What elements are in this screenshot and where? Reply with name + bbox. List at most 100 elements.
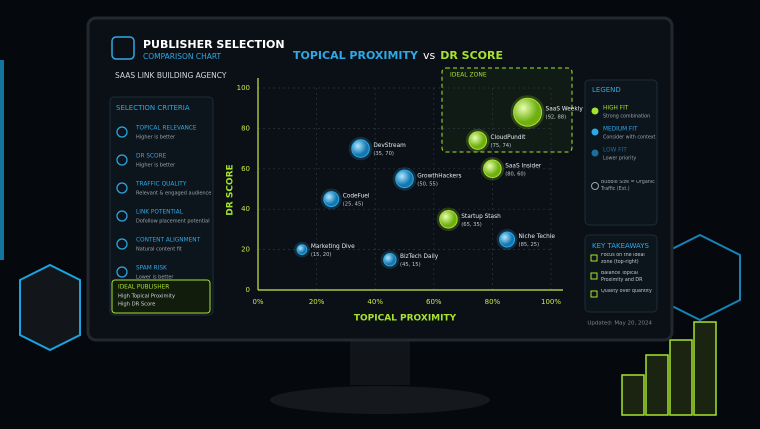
bubble (351, 139, 370, 158)
bubble (499, 231, 516, 248)
legend-note: Strong combination (603, 114, 650, 120)
ideal-title: IDEAL PUBLISHER (118, 285, 169, 291)
criteria-note: Lower is better (136, 275, 174, 281)
takeaways-panel (584, 234, 658, 313)
x-tick-label: 0% (252, 298, 263, 306)
takeaway: Quality over quantity (601, 289, 652, 294)
x-tick-label: 100% (541, 298, 561, 306)
criteria-item: SPAM RISK (136, 266, 167, 272)
chain-hex (19, 263, 81, 352)
bubble (513, 97, 543, 127)
point-name: SaaS Weekly (546, 107, 584, 113)
ideal-zone-label: IDEAL ZONE (450, 72, 487, 79)
point-name: CodeFuel (343, 194, 370, 200)
criteria-icon (116, 126, 128, 138)
bubble (323, 191, 340, 208)
criteria-panel (109, 96, 214, 316)
y-tick-label: 40 (241, 205, 250, 213)
legend-name: HIGH FIT (603, 106, 629, 112)
criteria-note: Dofollow placement potential (136, 219, 210, 225)
x-tick-label: 40% (367, 298, 383, 306)
takeaway-icon (590, 290, 598, 298)
x-tick-label: 20% (309, 298, 325, 306)
takeaway: Focus on the ideal zone (top-right) (601, 253, 645, 265)
y-tick-label: 80 (241, 124, 250, 132)
point-name: Startup Stash (461, 214, 501, 220)
criteria-item: DR SCORE (136, 154, 167, 160)
criteria-note: Higher is better (136, 135, 176, 141)
criteria-note: Relevant & engaged audience (136, 191, 211, 197)
point-label: (35, 70) (373, 151, 394, 157)
bubble (395, 169, 414, 189)
legend-name: LOW FIT (603, 148, 627, 154)
takeaway-box: Quality over quantity (601, 289, 652, 294)
takeaway-icon (590, 254, 598, 262)
criteria-item: LINK POTENTIAL (136, 210, 184, 216)
bubble (468, 131, 488, 150)
y-axis-label: DR SCORE (226, 164, 236, 215)
point-label: (25, 45) (343, 202, 364, 208)
point-label: (50, 55) (417, 181, 438, 187)
point-name: CloudPundit (491, 135, 527, 141)
point-name: GrowthHackers (417, 173, 461, 179)
header-title: PUBLISHER SELECTION (143, 38, 285, 51)
criteria-item: CONTENT ALIGNMENT (136, 238, 201, 244)
title-part: DR SCORE (440, 49, 503, 62)
legend-note: Consider with context (603, 135, 656, 141)
size-note: Bubble Size = Organic Traffic (Est.) (601, 180, 655, 192)
title-part: TOPICAL PROXIMITY (293, 49, 419, 62)
logo-icon (111, 36, 135, 60)
y-tick-label: 100 (237, 84, 250, 92)
updated: Updated: May 20, 2024 (587, 321, 652, 327)
bubble (296, 244, 308, 256)
y-tick-label: 0 (246, 286, 250, 294)
point-label: (85, 25) (519, 242, 540, 248)
monitor-base (270, 386, 490, 414)
agency: SAAS LINK BUILDING AGENCY (115, 71, 227, 80)
size-note-box: Bubble Size = Organic Traffic (Est.) (601, 180, 655, 192)
point-label: (75, 74) (491, 143, 512, 149)
point-label: (65, 35) (461, 222, 482, 228)
criteria-icon (116, 266, 128, 278)
bubble (439, 210, 458, 229)
legend-swatch (591, 128, 599, 136)
point-name: DevStream (373, 143, 406, 149)
criteria-icon (116, 182, 128, 194)
criteria-item: TOPICAL RELEVANCE (135, 126, 197, 132)
takeaway-box: Focus on the ideal zone (top-right) (601, 253, 645, 265)
chart-title: TOPICAL PROXIMITY vs DR SCORE (293, 49, 503, 62)
y-tick-label: 60 (241, 165, 250, 173)
point-label: (45, 15) (400, 262, 421, 268)
point-name: Marketing Dive (311, 244, 355, 250)
criteria-note: Natural content fit (136, 247, 182, 253)
neon-strip (0, 60, 4, 260)
legend-title: LEGEND (592, 86, 621, 94)
bubble (483, 159, 502, 179)
criteria-item: TRAFFIC QUALITY (135, 182, 187, 188)
x-tick-label: 60% (426, 298, 442, 306)
criteria-note: Higher is better (136, 163, 176, 169)
criteria-title: SELECTION CRITERIA (116, 104, 190, 112)
header-subtitle: COMPARISON CHART (143, 52, 222, 61)
monitor-neck (350, 340, 410, 385)
takeaway: Balance Topical Proximity and DR (601, 271, 643, 283)
point-label: (92, 88) (546, 115, 567, 121)
criteria-icon (116, 210, 128, 222)
size-icon (591, 182, 599, 190)
title-part: vs (423, 49, 436, 62)
legend-name: MEDIUM FIT (603, 127, 638, 133)
point-label: (80, 60) (505, 171, 526, 177)
legend-note: Lower priority (603, 156, 636, 162)
takeaway-box: Balance Topical Proximity and DR (601, 271, 643, 283)
x-tick-label: 80% (485, 298, 501, 306)
legend-panel (584, 79, 658, 226)
y-tick-label: 20 (241, 246, 250, 254)
legend-swatch (591, 107, 599, 115)
criteria-icon (116, 154, 128, 166)
ideal-zone (441, 67, 573, 153)
point-name: SaaS Insider (505, 163, 542, 169)
bar-blocks (621, 321, 717, 416)
takeaway-icon (590, 272, 598, 280)
point-name: Niche Techie (519, 234, 556, 240)
